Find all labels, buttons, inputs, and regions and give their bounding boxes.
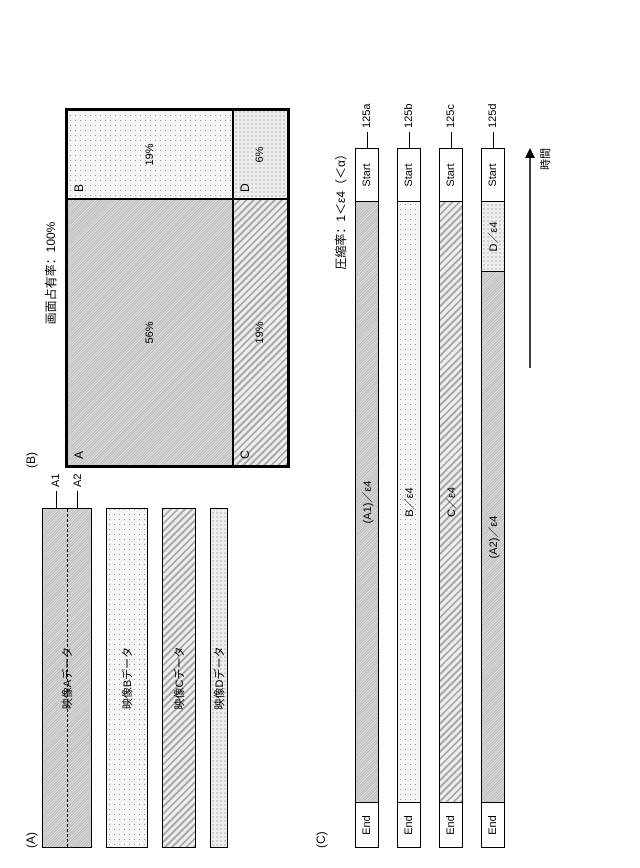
cell-letter: D [238, 183, 252, 192]
start-segment: Start [397, 148, 421, 202]
occupancy-grid: A 56% B 19% C 19% D 6% [65, 108, 290, 468]
panel-a: (A) 映像AデータA1A2 映像Bデータ 映像Cデータ 映像Dデータ [20, 508, 242, 848]
cell-percent: 19% [144, 143, 156, 165]
panel-b-title: 画面占有率：100% [42, 78, 59, 468]
data-bar-label: 映像Cデータ [171, 647, 187, 710]
timeline-ref: 125a [361, 104, 373, 148]
mid-segment: (A2)／ε4 [481, 272, 505, 802]
grid-cell-C: C 19% [233, 199, 288, 466]
timeline-row-0: End(A1)／ε4Start125a [355, 148, 379, 848]
end-segment: End [439, 802, 463, 848]
cell-percent: 6% [254, 147, 266, 163]
panel-a-label: (A) [24, 508, 38, 848]
extra-segment: D／ε4 [481, 202, 505, 272]
data-bar-label: 映像Dデータ [211, 647, 227, 710]
end-segment: End [397, 802, 421, 848]
timeline-row-1: EndB／ε4Start125b [397, 148, 421, 848]
panel-c: (C) 圧縮率：1＜ε4（＜α） End(A1)／ε4Start125aEndB… [310, 28, 543, 848]
grid-cell-A: A 56% [67, 199, 233, 466]
grid-cell-B: B 19% [67, 110, 233, 199]
start-segment: Start [355, 148, 379, 202]
callout-a2: A2 [72, 474, 84, 509]
panel-b-label: (B) [24, 78, 38, 468]
data-bar-D: 映像Dデータ [210, 508, 228, 848]
panel-c-title: 圧縮率：1＜ε4（＜α） [332, 148, 349, 848]
start-segment: Start [439, 148, 463, 202]
timeline-ref: 125b [403, 104, 415, 148]
time-axis: 時間 [523, 148, 543, 848]
callout-a1: A1 [50, 474, 62, 509]
panel-b: (B) 画面占有率：100% A 56% B 19% C 19% D 6% [20, 78, 290, 468]
data-bar-label: 映像Bデータ [119, 647, 135, 709]
time-label: 時間 [537, 148, 553, 170]
data-bar-C: 映像Cデータ [162, 508, 196, 848]
timeline-row-3: End(A2)／ε4D／ε4Start125d [481, 148, 505, 848]
data-bar-B: 映像Bデータ [106, 508, 148, 848]
cell-percent: 19% [254, 321, 266, 343]
mid-segment: B／ε4 [397, 202, 421, 802]
mid-segment: (A1)／ε4 [355, 202, 379, 802]
end-segment: End [355, 802, 379, 848]
end-segment: End [481, 802, 505, 848]
timeline-ref: 125c [445, 104, 457, 148]
timeline-row-2: EndC／ε4Start125c [439, 148, 463, 848]
cell-letter: B [72, 184, 86, 192]
cell-percent: 56% [144, 321, 156, 343]
cell-letter: C [238, 450, 252, 459]
grid-cell-D: D 6% [233, 110, 288, 199]
panel-c-label: (C) [314, 28, 328, 848]
data-bar-A: 映像AデータA1A2 [42, 508, 92, 848]
cell-letter: A [72, 451, 86, 459]
timeline-ref: 125d [487, 104, 499, 148]
start-segment: Start [481, 148, 505, 202]
mid-segment: C／ε4 [439, 202, 463, 802]
